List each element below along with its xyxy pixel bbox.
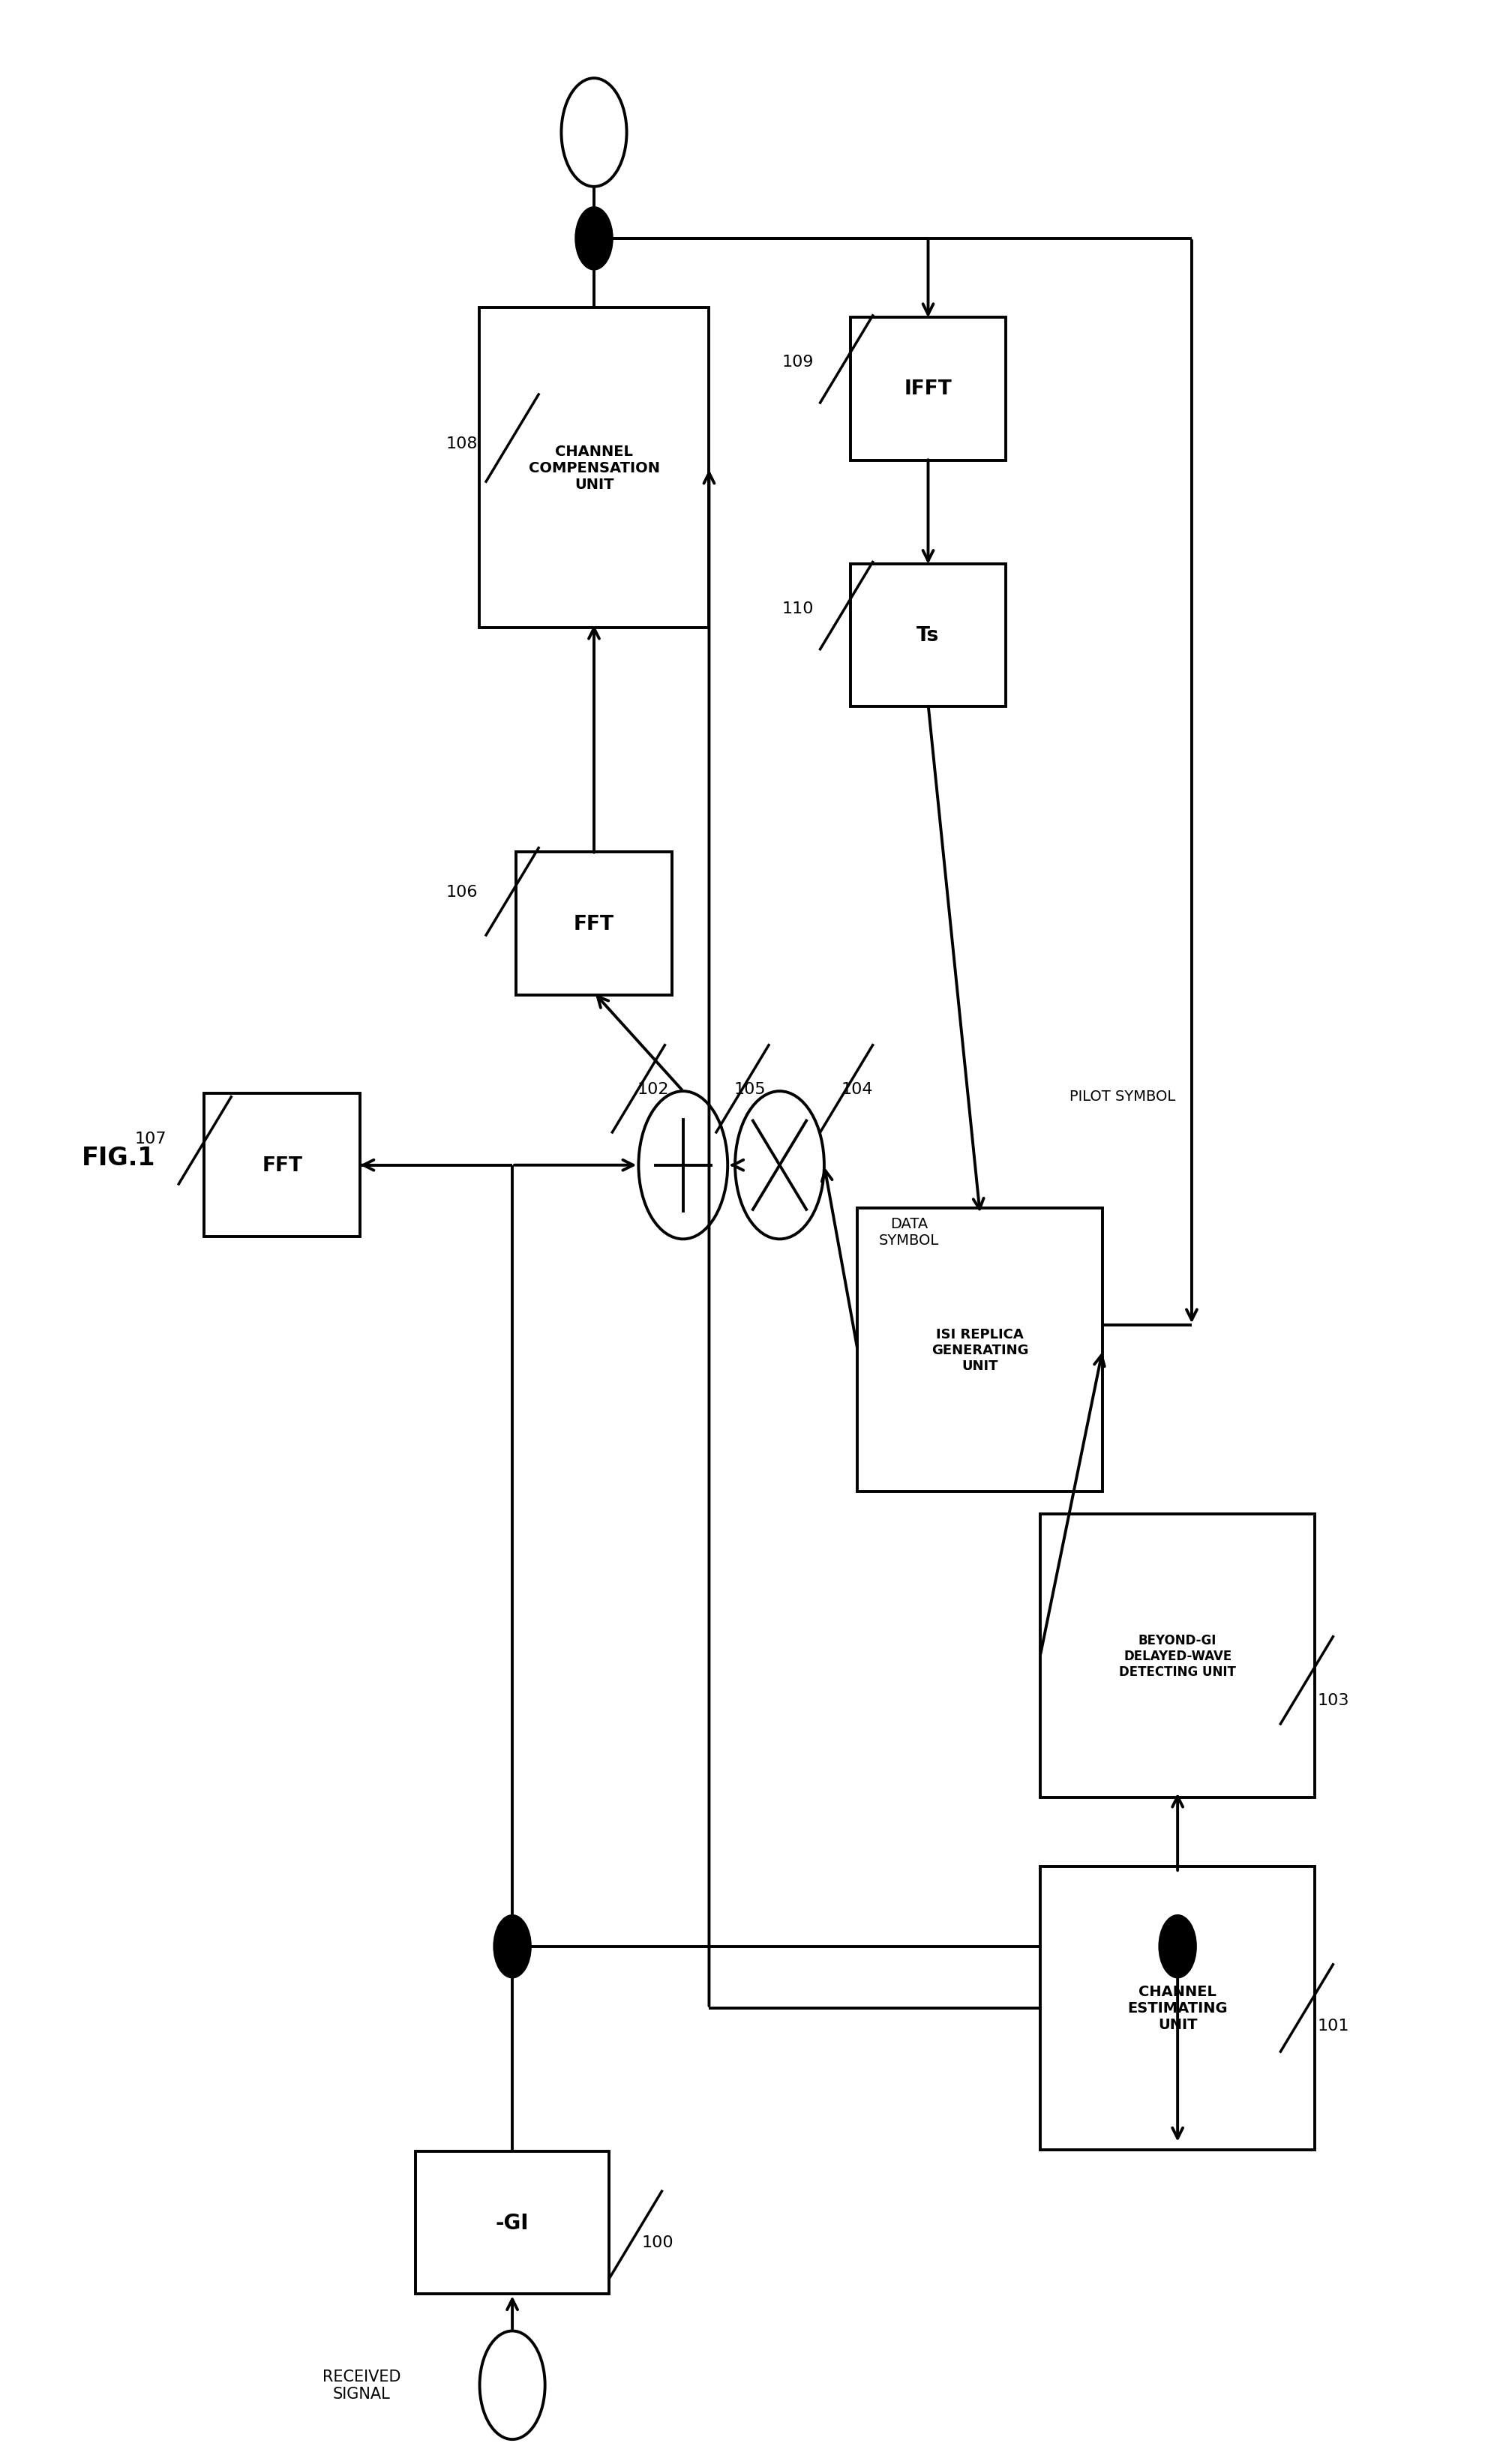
Bar [1040,1868,1316,2149]
Text: 108: 108 [447,436,478,451]
Text: ISI REPLICA
GENERATING
UNIT: ISI REPLICA GENERATING UNIT [931,1328,1029,1372]
Circle shape [639,1092,728,1239]
Text: CHANNEL
COMPENSATION
UNIT: CHANNEL COMPENSATION UNIT [529,444,659,493]
Text: FFT: FFT [261,1156,303,1175]
Text: 105: 105 [734,1082,766,1096]
Text: 110: 110 [783,601,814,616]
Text: Ts: Ts [916,626,940,646]
Text: 101: 101 [1317,2018,1348,2033]
Text: 100: 100 [642,2235,674,2250]
Text: 104: 104 [841,1082,873,1096]
Text: 109: 109 [783,355,814,370]
Bar [416,2151,609,2294]
Text: BEYOND-GI
DELAYED-WAVE
DETECTING UNIT: BEYOND-GI DELAYED-WAVE DETECTING UNIT [1120,1634,1236,1678]
Text: DATA
SYMBOL: DATA SYMBOL [879,1217,940,1247]
Bar [517,853,671,995]
Text: PILOT SYMBOL: PILOT SYMBOL [1069,1089,1175,1104]
Text: IFFT: IFFT [904,379,952,399]
Text: FFT: FFT [573,914,615,934]
Circle shape [735,1092,824,1239]
Text: -GI: -GI [496,2213,529,2232]
Text: 103: 103 [1317,1693,1348,1708]
Circle shape [493,1915,532,1979]
Bar [849,564,1005,707]
Bar [1040,1513,1316,1799]
Text: 106: 106 [447,885,478,899]
Circle shape [480,2331,545,2439]
Bar [849,318,1005,461]
Circle shape [575,207,613,271]
Text: CHANNEL
ESTIMATING
UNIT: CHANNEL ESTIMATING UNIT [1127,1984,1228,2033]
Text: 107: 107 [135,1131,166,1146]
Text: 102: 102 [637,1082,670,1096]
Text: RECEIVED
SIGNAL: RECEIVED SIGNAL [322,2368,401,2402]
Text: FIG.1: FIG.1 [82,1146,156,1170]
Circle shape [561,79,627,187]
Bar [478,308,710,628]
Bar [858,1207,1102,1491]
Bar [205,1094,359,1237]
Circle shape [1158,1915,1197,1979]
